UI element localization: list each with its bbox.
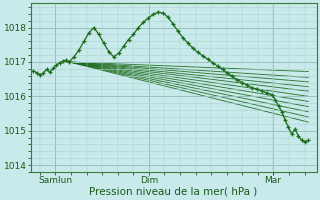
- X-axis label: Pression niveau de la mer( hPa ): Pression niveau de la mer( hPa ): [90, 187, 258, 197]
